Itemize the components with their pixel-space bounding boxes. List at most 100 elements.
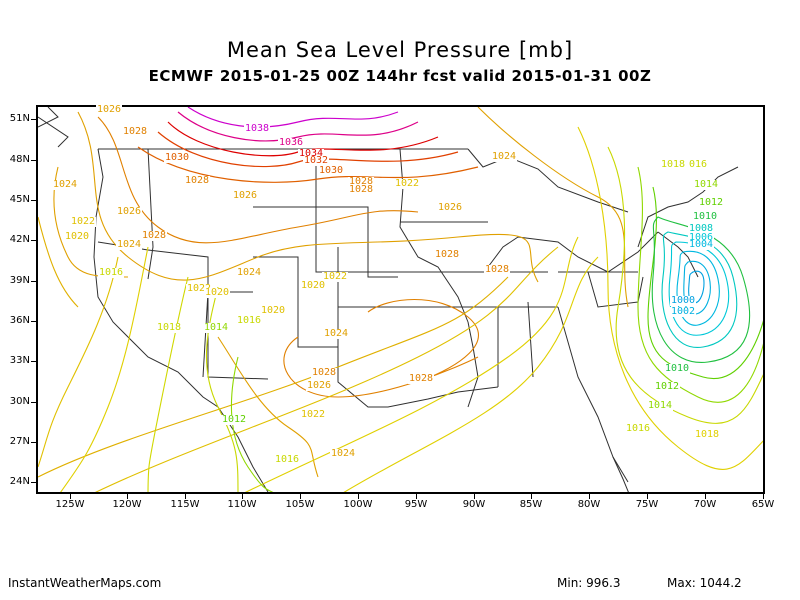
lat-tick (31, 160, 36, 161)
contour-label: 1024 (236, 267, 263, 278)
contour-label: 1038 (244, 123, 271, 134)
lon-label: 120W (112, 499, 142, 510)
contour-label: 1020 (260, 305, 287, 316)
contour-label: 1028 (311, 367, 338, 378)
lat-tick (31, 200, 36, 201)
contour-label: 1012 (698, 197, 725, 208)
contour-label: 1036 (278, 137, 305, 148)
contour-label: 1022 (322, 271, 349, 282)
lon-label: 115W (170, 499, 200, 510)
contour-label: 1012 (221, 414, 248, 425)
lon-label: 95W (404, 499, 428, 510)
contour-label: 1018 (660, 159, 687, 170)
contour-label: 1022 (70, 216, 97, 227)
contour-label: 1028 (141, 230, 168, 241)
contour-label: 1024 (52, 179, 79, 190)
contour-label: 1028 (348, 176, 375, 187)
lon-tick (300, 494, 301, 499)
lat-label: 39N (9, 275, 30, 286)
contour-label: 1026 (306, 380, 333, 391)
contour-label: 1000 (670, 295, 697, 306)
lon-tick (531, 494, 532, 499)
contour-label: 1016 (274, 454, 301, 465)
lat-label: 30N (9, 396, 30, 407)
contour-label: 1016 (236, 315, 263, 326)
lon-label: 125W (55, 499, 85, 510)
lon-tick (127, 494, 128, 499)
contour-label: 1026 (116, 206, 143, 217)
contour-label: 1022 (394, 178, 421, 189)
contour-label: 1010 (692, 211, 719, 222)
lat-tick (31, 482, 36, 483)
contour-label: 1030 (318, 165, 345, 176)
lon-label: 65W (751, 499, 775, 510)
political-borders (38, 107, 739, 492)
lon-tick (474, 494, 475, 499)
lat-label: 42N (9, 234, 30, 245)
contour-label: 1024 (323, 328, 350, 339)
contour-label: 1030 (164, 152, 191, 163)
map-title: Mean Sea Level Pressure [mb] (226, 38, 574, 62)
lat-tick (31, 402, 36, 403)
contour-label: 1032 (303, 155, 330, 166)
lon-tick (705, 494, 706, 499)
contour-label: 1020 (64, 231, 91, 242)
lat-tick (31, 240, 36, 241)
map-subtitle: ECMWF 2015-01-25 00Z 144hr fcst valid 20… (148, 67, 652, 85)
lon-tick (358, 494, 359, 499)
contour-label: 1014 (693, 179, 720, 190)
contour-label: 1024 (116, 239, 143, 250)
contour-label: 1010 (664, 363, 691, 374)
lat-label: 27N (9, 436, 30, 447)
contour-label: 1020 (204, 287, 231, 298)
contour-label: 1024 (491, 151, 518, 162)
lon-tick (589, 494, 590, 499)
lon-label: 90W (462, 499, 486, 510)
contour-label: 1026 (96, 104, 123, 115)
contour-label: 1028 (122, 126, 149, 137)
lat-label: 36N (9, 315, 30, 326)
contour-label: 1028 (434, 249, 461, 260)
contour-label: 1002 (670, 306, 697, 317)
contour-label: 016 (688, 159, 709, 170)
min-value: Min: 996.3 (557, 576, 621, 590)
lat-label: 48N (9, 154, 30, 165)
lat-tick (31, 119, 36, 120)
lon-tick (185, 494, 186, 499)
lat-label: 24N (9, 476, 30, 487)
contour-label: 1028 (408, 373, 435, 384)
source-link[interactable]: InstantWeatherMaps.com (8, 576, 162, 590)
contour-label: 1012 (654, 381, 681, 392)
contour-label: 1016 (98, 267, 125, 278)
contour-label: 1008 (688, 223, 715, 234)
contour-label: 1014 (203, 322, 230, 333)
lat-tick (31, 361, 36, 362)
contour-label: 1018 (156, 322, 183, 333)
lon-label: 105W (285, 499, 315, 510)
contour-label: 1014 (647, 400, 674, 411)
lon-tick (763, 494, 764, 499)
contour-label: 1022 (186, 283, 213, 294)
lon-label: 100W (343, 499, 373, 510)
lon-tick (242, 494, 243, 499)
pressure-contours (38, 107, 763, 492)
lat-tick (31, 442, 36, 443)
contour-label: 1034 (298, 148, 325, 159)
lon-label: 70W (693, 499, 717, 510)
lon-label: 80W (577, 499, 601, 510)
contour-label: 1026 (232, 190, 259, 201)
contour-label: 1004 (688, 239, 715, 250)
contour-label: 1018 (694, 429, 721, 440)
lon-tick (70, 494, 71, 499)
contour-label: 1026 (437, 202, 464, 213)
contour-label: 1028 (348, 184, 375, 195)
max-value: Max: 1044.2 (667, 576, 742, 590)
contour-label: 1020 (300, 280, 327, 291)
contour-label: 1028 (184, 175, 211, 186)
lon-tick (416, 494, 417, 499)
lat-label: 45N (9, 194, 30, 205)
pressure-map-plot (36, 105, 765, 494)
lon-label: 110W (227, 499, 257, 510)
lon-tick (647, 494, 648, 499)
lon-label: 85W (519, 499, 543, 510)
